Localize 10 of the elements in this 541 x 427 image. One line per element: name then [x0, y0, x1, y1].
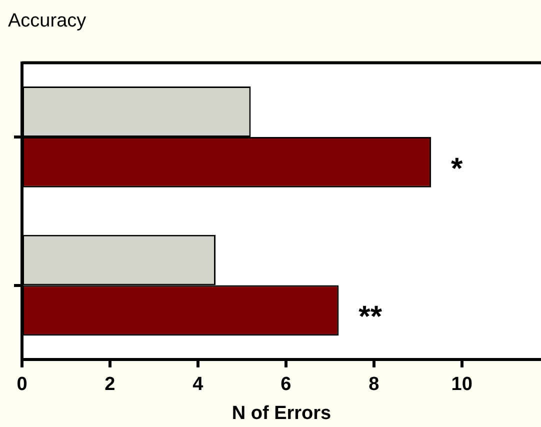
annotation: * [451, 152, 464, 186]
x-axis-title: N of Errors [232, 402, 332, 424]
x-tick-label: 8 [368, 374, 380, 396]
x-tick-label: 0 [16, 374, 28, 396]
chart-title: Accuracy [8, 10, 87, 32]
x-tick-label: 2 [104, 374, 116, 396]
x-tick-label: 10 [451, 374, 472, 396]
x-tick-label: 4 [192, 374, 204, 396]
x-tick-label: 6 [280, 374, 292, 396]
annotation: ** [358, 300, 382, 334]
